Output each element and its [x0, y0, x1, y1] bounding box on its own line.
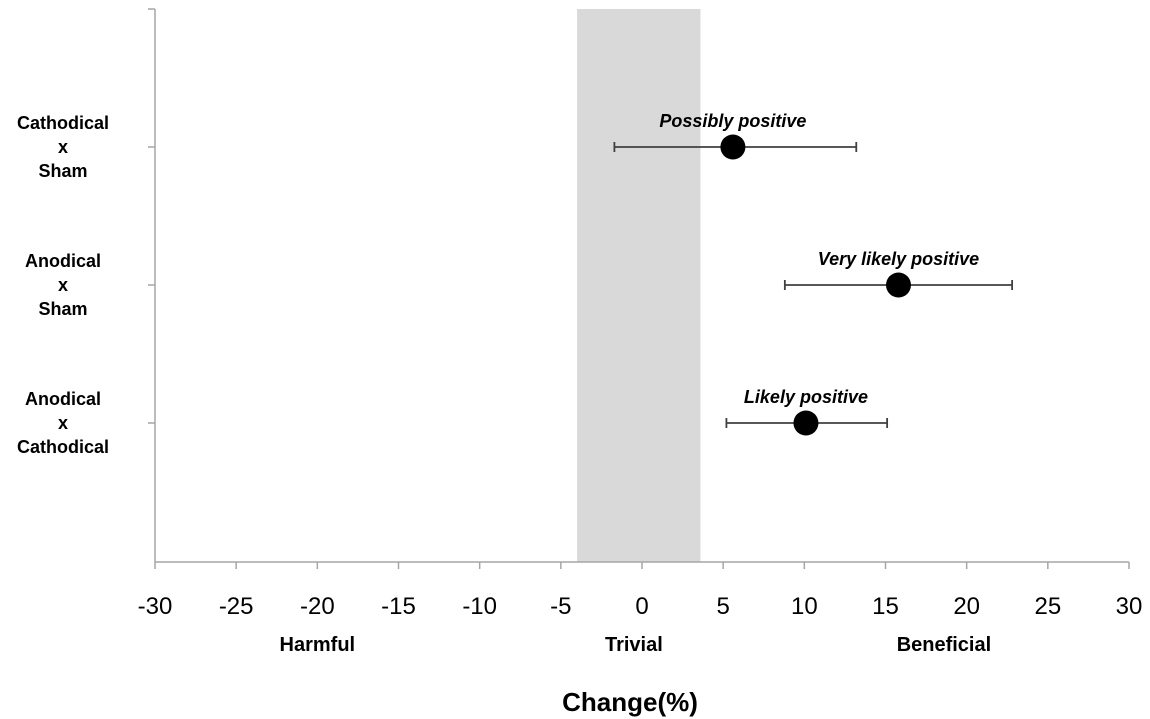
category-label: Anodical x Sham [25, 251, 101, 319]
x-tick-label: 0 [635, 593, 648, 620]
category-label-line: Cathodical [17, 113, 109, 133]
region-label: Trivial [605, 634, 663, 656]
category-label: Anodical x Cathodical [17, 389, 109, 457]
data-point [720, 134, 746, 160]
category-label-line: x [58, 413, 68, 433]
x-tick-label: 15 [872, 593, 899, 620]
data-annotation: Likely positive [744, 387, 868, 407]
x-tick-labels: -30 -25 -20 -15 -10 -5 0 5 10 15 20 25 30 [138, 593, 1143, 620]
x-axis-ticks [154, 562, 1130, 569]
region-label: Harmful [280, 634, 356, 656]
category-label-line: Anodical [25, 389, 101, 409]
x-tick-label: 30 [1116, 593, 1143, 620]
data-point [885, 272, 911, 298]
x-axis-title: Change(%) [562, 687, 698, 717]
category-label-line: Cathodical [17, 437, 109, 457]
data-annotation: Possibly positive [659, 111, 806, 131]
x-tick-label: -10 [462, 593, 497, 620]
x-tick-label: -20 [300, 593, 335, 620]
x-tick-label: 20 [953, 593, 980, 620]
y-axis-ticks [148, 8, 155, 424]
category-label-line: x [58, 275, 68, 295]
x-tick-label: -5 [550, 593, 571, 620]
data-annotation: Very likely positive [818, 249, 979, 269]
x-tick-label: 5 [716, 593, 729, 620]
region-label: Beneficial [897, 634, 991, 656]
category-label-line: Sham [38, 161, 87, 181]
x-tick-label: 25 [1034, 593, 1061, 620]
category-label: Cathodical x Sham [17, 113, 109, 181]
category-label-line: Sham [38, 299, 87, 319]
x-tick-label: -25 [219, 593, 254, 620]
annotations: Possibly positive Very likely positive Lik… [659, 111, 979, 407]
x-tick-label: -15 [381, 593, 416, 620]
x-tick-label: 10 [791, 593, 818, 620]
region-labels: Harmful Trivial Beneficial [280, 634, 992, 656]
x-tick-label: -30 [138, 593, 173, 620]
category-label-line: Anodical [25, 251, 101, 271]
category-label-line: x [58, 137, 68, 157]
trivial-band [577, 9, 701, 562]
category-labels: CathodicalxShamAnodicalxShamAnodicalxCat… [17, 113, 109, 457]
data-point [793, 410, 819, 436]
data-marks [613, 134, 1014, 436]
